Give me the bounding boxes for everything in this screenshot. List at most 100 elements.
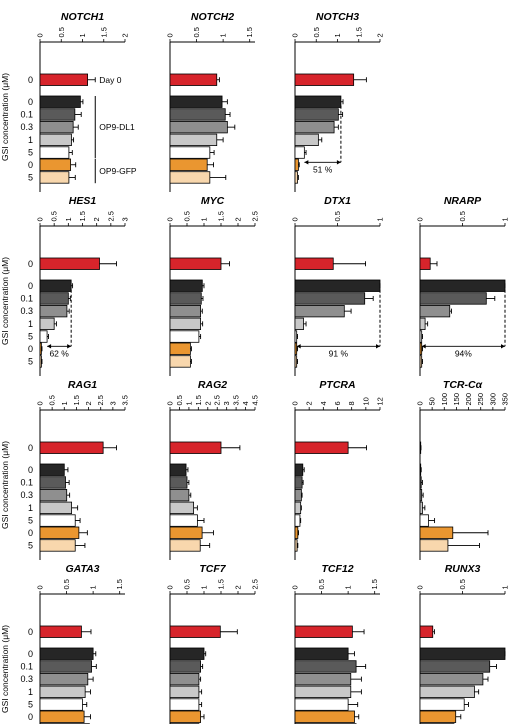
x-tick-label: 2.5 — [106, 211, 115, 221]
bar — [294, 108, 339, 121]
category-label: 0.1 — [20, 293, 33, 303]
bar — [419, 488, 423, 502]
bar — [294, 146, 305, 159]
bar — [419, 330, 423, 343]
x-tick-label: 0.5 — [312, 27, 321, 37]
panel-hes1: HES1 0 0.5 1 1.5 2 2.5 3 62 % — [36, 195, 130, 376]
panel-title: TCF7 — [199, 563, 226, 575]
x-tick-label: 0.5 — [183, 211, 192, 221]
bar — [294, 342, 298, 355]
bar — [169, 673, 200, 686]
x-tick-label: 4 — [319, 401, 328, 405]
panel-notch2: NOTCH2 0 0.5 1 1.5 — [166, 11, 255, 192]
bar — [39, 501, 72, 515]
category-label: 5 — [28, 700, 33, 710]
bar — [294, 304, 345, 318]
bar — [169, 133, 218, 147]
bar — [419, 342, 423, 355]
bar — [39, 146, 70, 159]
row-2-labels: 0 0 0.1 0.3 1 5 0 5 GSI concentration (μM) — [0, 257, 33, 367]
x-tick-label: 12 — [376, 397, 385, 405]
category-label: 0 — [28, 75, 33, 85]
panel-title: MYC — [201, 195, 225, 207]
bar — [39, 463, 65, 476]
bar — [39, 158, 72, 171]
bar — [294, 501, 302, 515]
x-tick-label: 350 — [501, 393, 510, 406]
bar — [419, 355, 423, 368]
panel-rag1: RAG1 0 0.5 1 1.5 2 2.5 3 3.5 — [36, 379, 130, 560]
bar — [169, 73, 218, 86]
x-tick-label: 0 — [416, 217, 425, 221]
bar — [39, 292, 69, 305]
category-label: 0 — [28, 344, 33, 354]
bar — [419, 660, 491, 673]
x-tick-label: 1 — [501, 217, 510, 221]
bar — [419, 647, 506, 660]
x-tick-label: 1.5 — [99, 27, 108, 37]
bar — [294, 292, 366, 305]
x-tick-label: 0 — [36, 217, 45, 221]
bar — [419, 685, 475, 698]
bar — [169, 625, 221, 638]
x-tick-label: 0.5 — [62, 579, 71, 589]
category-label: 5 — [28, 172, 33, 182]
panel-title: TCF12 — [321, 563, 353, 575]
category-label: 1 — [28, 319, 33, 329]
x-tick-label: 1 — [78, 33, 87, 37]
bar — [39, 660, 92, 673]
x-tick-label: 0 — [416, 401, 425, 405]
bar — [169, 95, 223, 108]
bar — [169, 355, 191, 368]
bar — [294, 317, 304, 331]
x-tick-label: 0.5 — [333, 211, 342, 221]
arrowhead-icon — [296, 344, 301, 349]
bar — [419, 463, 422, 476]
x-tick-label: 0.5 — [175, 395, 184, 405]
bar — [419, 514, 429, 527]
bar — [169, 121, 228, 134]
panel-title: GATA3 — [65, 563, 99, 575]
x-tick-label: 1 — [333, 33, 342, 37]
category-label: 0 — [28, 443, 33, 453]
bar — [169, 292, 202, 305]
x-tick-label: 0 — [291, 401, 300, 405]
x-tick-label: 3.5 — [232, 395, 241, 405]
x-tick-label: 0 — [166, 585, 175, 589]
x-tick-label: 2 — [234, 217, 243, 221]
x-tick-label: 1.5 — [370, 579, 379, 589]
bar — [39, 685, 86, 698]
x-tick-label: 1 — [501, 585, 510, 589]
bar — [169, 279, 203, 292]
reduction-percent-label: 91 % — [329, 348, 349, 358]
bar — [39, 647, 94, 660]
bar — [39, 514, 76, 527]
bar — [294, 476, 303, 489]
category-label: 1 — [28, 135, 33, 145]
category-label: 0 — [28, 160, 33, 170]
bar — [169, 330, 200, 343]
x-tick-label: 2.5 — [96, 395, 105, 405]
x-tick-label: 1 — [200, 217, 209, 221]
bar — [419, 501, 423, 515]
x-tick-label: 1.5 — [115, 579, 124, 589]
bar — [294, 710, 355, 723]
bar — [294, 133, 319, 147]
panel-title: PTCRA — [319, 379, 355, 391]
bar — [419, 710, 457, 723]
x-tick-label: 1 — [89, 585, 98, 589]
x-tick-label: 0.5 — [48, 395, 57, 405]
reduction-percent-label: 51 % — [313, 164, 333, 174]
bar — [294, 463, 304, 476]
x-tick-label: 2.5 — [251, 579, 260, 589]
x-tick-label: 0 — [416, 585, 425, 589]
x-tick-label: 8 — [347, 401, 356, 405]
x-tick-label: 0.5 — [458, 211, 467, 221]
bar — [169, 501, 195, 515]
x-tick-label: 250 — [476, 393, 485, 406]
bar — [169, 171, 211, 184]
bar — [39, 171, 70, 184]
bar — [169, 146, 211, 159]
